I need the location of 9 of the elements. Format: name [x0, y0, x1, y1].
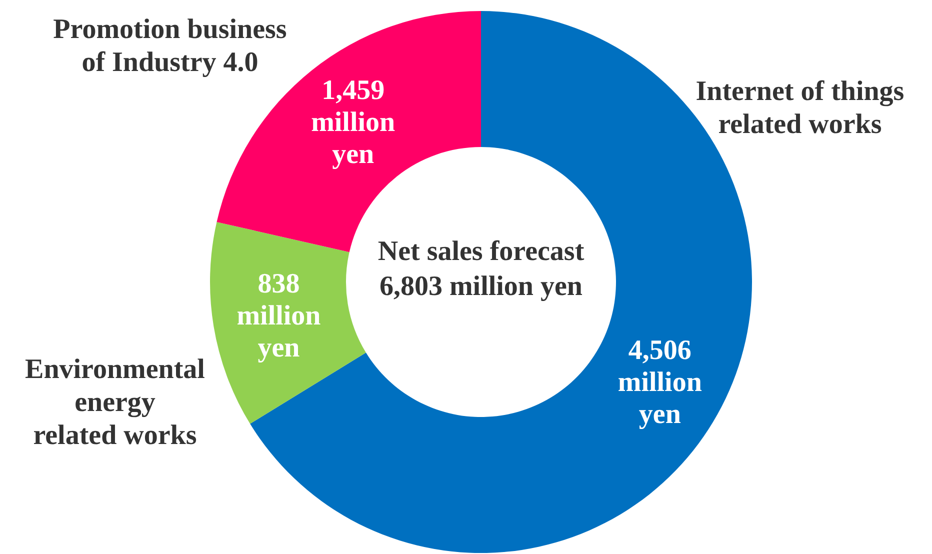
text: 6,803 million yen [379, 271, 583, 302]
data-label: 1,459 million yen [311, 74, 396, 170]
text: Net sales forecast [378, 236, 585, 267]
slice-label: Internet of things related works [696, 76, 904, 140]
slice-label: Environmental energy related works [25, 354, 206, 451]
data-label: 4,506 million yen [618, 335, 702, 430]
slice-label: Promotion business of Industry 4.0 [53, 14, 287, 78]
donut-slice [210, 222, 366, 424]
data-label: 838 million yen [236, 268, 322, 364]
